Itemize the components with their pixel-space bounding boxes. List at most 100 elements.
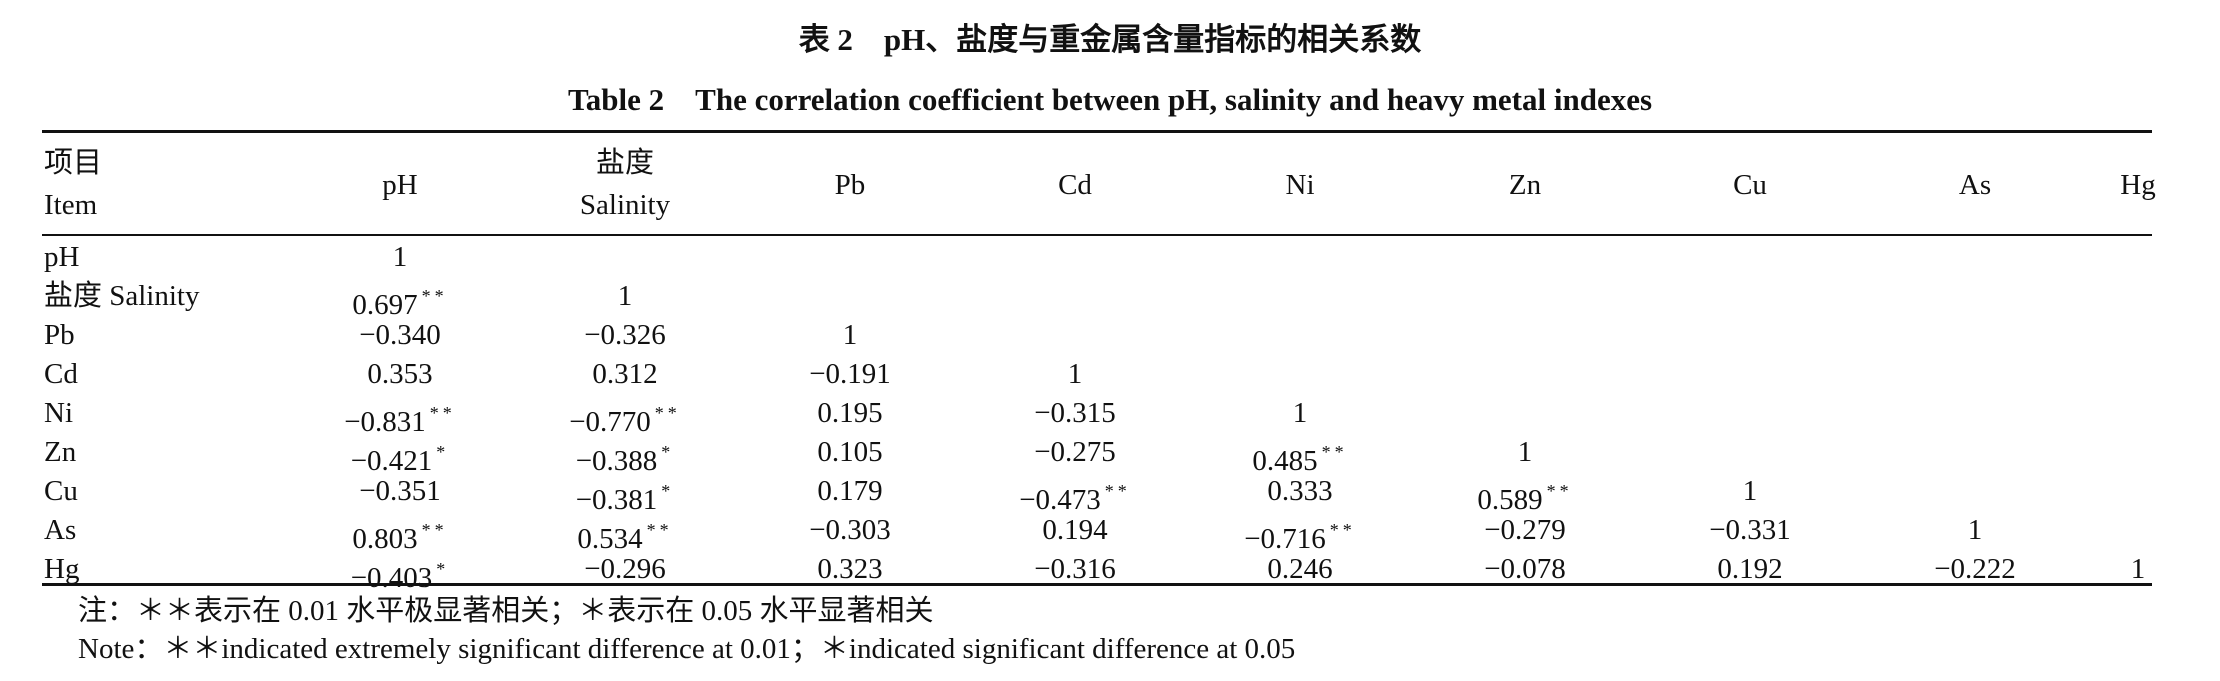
correlation-value: 0.179 [817, 475, 883, 507]
note-chinese: 注：＊＊表示在 0.01 水平极显著相关；＊表示在 0.05 水平显著相关 [78, 595, 934, 627]
significance-marker: * [661, 442, 675, 462]
correlation-value: −0.351 [359, 475, 441, 507]
correlation-value: −0.279 [1484, 514, 1566, 546]
row-label-pb: Pb [44, 319, 75, 351]
column-header-ph: pH [382, 169, 418, 201]
table-cell-as-cd: 0.194 [1042, 511, 1107, 549]
table-cell-cu-ni: 0.333 [1267, 472, 1332, 510]
row-label-hg: Hg [44, 553, 80, 585]
table-cell-as-salinity: 0.534 ** [577, 511, 672, 558]
column-header-cu: Cu [1733, 169, 1767, 201]
significance-marker: ** [1321, 442, 1348, 462]
correlation-value: 0.312 [592, 358, 658, 390]
table-cell-hg-zn: −0.078 [1484, 550, 1566, 588]
table-cell-zn-ph: −0.421 * [351, 433, 450, 480]
header-item-chinese: 项目 [44, 147, 103, 179]
row-label-salinity: 盐度 Salinity [44, 280, 200, 312]
table-cell-cd-ph: 0.353 [367, 355, 432, 393]
table-cell-zn-zn: 1 [1518, 433, 1533, 471]
correlation-value: −0.275 [1034, 436, 1116, 468]
correlation-value: 1 [1067, 358, 1083, 390]
correlation-value: 1 [2130, 553, 2146, 585]
table-cell-ni-pb: 0.195 [817, 394, 882, 432]
table-cell-hg-as: −0.222 [1934, 550, 2016, 588]
correlation-value: 0.323 [817, 553, 883, 585]
table-cell-as-zn: −0.279 [1484, 511, 1566, 549]
table-cell-cu-ph: −0.351 [359, 472, 441, 510]
correlation-value: −0.303 [809, 514, 891, 546]
row-label-zn: Zn [44, 436, 77, 468]
significance-marker: * [436, 559, 450, 579]
significance-marker: ** [429, 403, 456, 423]
correlation-value: −0.403 [350, 562, 433, 594]
correlation-value: 0.246 [1267, 553, 1333, 585]
correlation-value: −0.716 [1244, 523, 1326, 555]
table-cell-hg-ph: −0.403 * [351, 550, 450, 597]
table-cell-ni-cd: −0.315 [1034, 394, 1116, 432]
significance-marker: ** [646, 520, 673, 540]
correlation-value: −0.296 [584, 553, 666, 585]
column-header-salinity-chinese: 盐度 [595, 147, 655, 179]
correlation-value: 0.697 [352, 289, 418, 321]
correlation-value: 0.485 [1252, 445, 1318, 477]
correlation-value: 0.195 [817, 397, 883, 429]
row-label-as: As [44, 514, 77, 546]
column-header-cd: Cd [1058, 169, 1092, 201]
significance-marker: ** [1546, 481, 1573, 501]
correlation-value: −0.381 [575, 484, 658, 516]
table-cell-cu-salinity: −0.381 * [576, 472, 675, 519]
table-cell-ni-ni: 1 [1293, 394, 1308, 432]
correlation-value: −0.473 [1019, 484, 1101, 516]
correlation-value: 1 [617, 280, 633, 312]
significance-marker: ** [421, 520, 448, 540]
table-cell-cu-pb: 0.179 [817, 472, 882, 510]
table-cell-ni-salinity: −0.770 ** [569, 394, 681, 441]
correlation-value: 0.803 [352, 523, 418, 555]
correlation-value: 1 [392, 241, 408, 273]
table-cell-as-as: 1 [1968, 511, 1983, 549]
correlation-value: −0.331 [1709, 514, 1791, 546]
table-top-rule [42, 130, 2152, 133]
table-cell-hg-pb: 0.323 [817, 550, 882, 588]
table-cell-cd-cd: 1 [1068, 355, 1083, 393]
table-cell-zn-ni: 0.485 ** [1252, 433, 1347, 480]
correlation-value: −0.421 [350, 445, 433, 477]
table-cell-hg-salinity: −0.296 [584, 550, 666, 588]
table-cell-pb-pb: 1 [843, 316, 858, 354]
correlation-value: −0.831 [344, 406, 426, 438]
correlation-value: −0.340 [359, 319, 441, 351]
correlation-value: 0.589 [1477, 484, 1543, 516]
table-title-english: Table 2 The correlation coefficient betw… [567, 82, 1653, 117]
table-cell-zn-pb: 0.105 [817, 433, 882, 471]
correlation-value: −0.388 [575, 445, 658, 477]
significance-marker: ** [421, 286, 448, 306]
correlation-value: 0.353 [367, 358, 433, 390]
table-cell-pb-ph: −0.340 [359, 316, 441, 354]
column-header-zn: Zn [1508, 169, 1542, 201]
correlation-value: 1 [1967, 514, 1983, 546]
table-cell-cu-cd: −0.473 ** [1019, 472, 1131, 519]
correlation-value: 0.105 [817, 436, 883, 468]
correlation-value: 0.194 [1042, 514, 1108, 546]
table-cell-zn-salinity: −0.388 * [576, 433, 675, 480]
table-cell-zn-cd: −0.275 [1034, 433, 1116, 471]
correlation-value: −0.191 [809, 358, 891, 390]
table-cell-as-ni: −0.716 ** [1244, 511, 1356, 558]
row-label-cu: Cu [44, 475, 78, 507]
table-cell-cd-pb: −0.191 [809, 355, 891, 393]
correlation-value: −0.316 [1034, 553, 1116, 585]
significance-marker: ** [1104, 481, 1131, 501]
table-cell-hg-hg: 1 [2131, 550, 2146, 588]
row-label-cd: Cd [44, 358, 78, 390]
correlation-value: −0.770 [569, 406, 651, 438]
significance-marker: * [661, 481, 675, 501]
column-header-salinity: Salinity [579, 189, 671, 221]
header-item-english: Item [44, 189, 98, 221]
correlation-value: 1 [842, 319, 858, 351]
correlation-value: 1 [1742, 475, 1758, 507]
table-cell-ni-ph: −0.831 ** [344, 394, 456, 441]
table-cell-cu-zn: 0.589 ** [1477, 472, 1572, 519]
correlation-value: 1 [1517, 436, 1533, 468]
column-header-pb: Pb [834, 169, 866, 201]
note-english: Note：＊＊indicated extremely significant d… [78, 633, 1296, 665]
